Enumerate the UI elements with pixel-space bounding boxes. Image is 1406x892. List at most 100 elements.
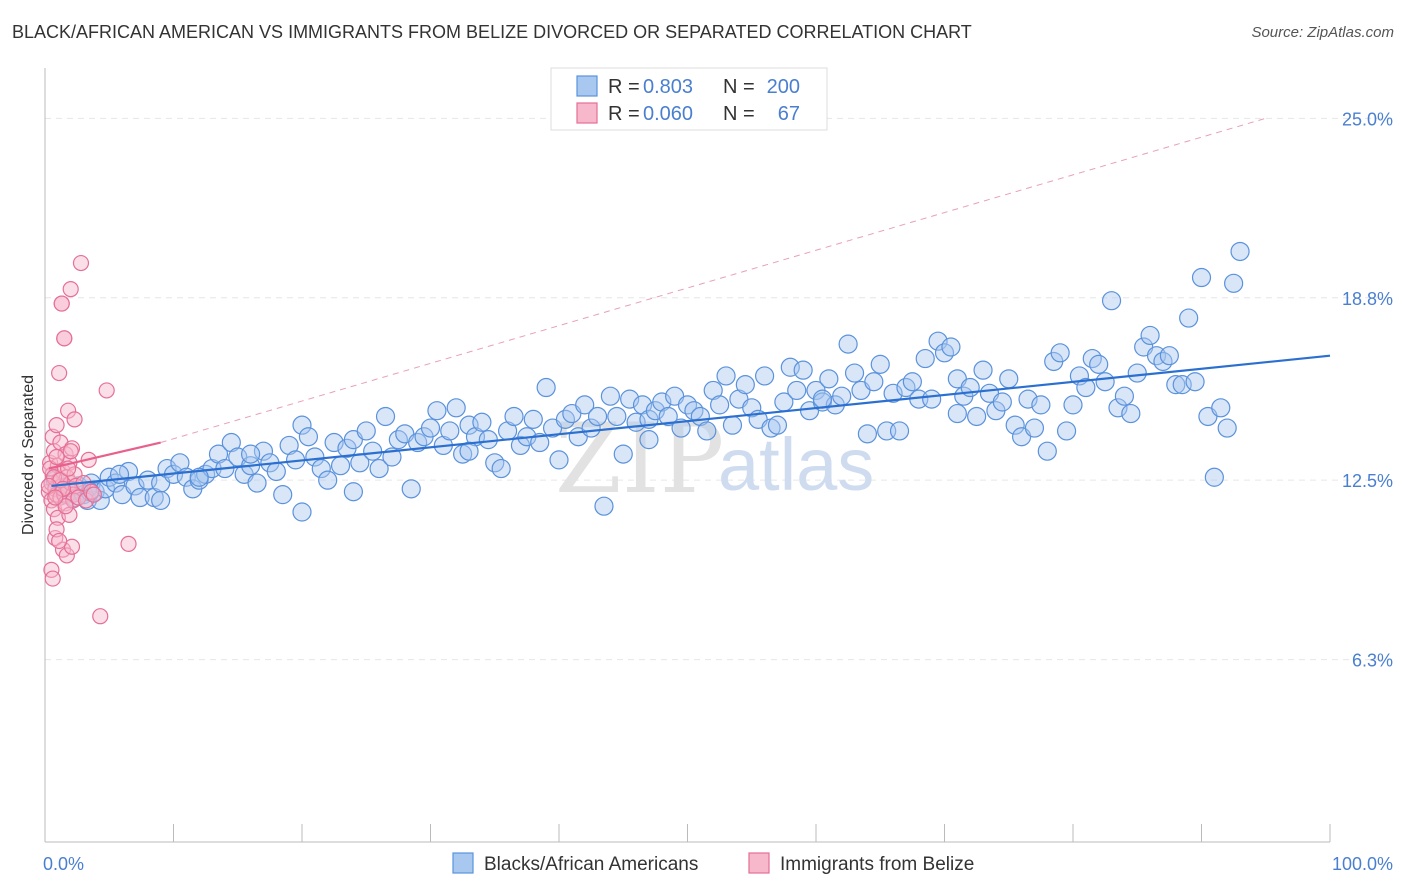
blacks-point xyxy=(330,456,351,476)
blacks-point xyxy=(375,406,396,427)
blacks-point xyxy=(922,389,942,409)
blacks-point xyxy=(356,421,376,441)
blacks-point xyxy=(189,467,209,487)
y-tick-label-3: 25.0% xyxy=(1342,109,1393,129)
blacks-point xyxy=(1140,325,1160,346)
belize-points xyxy=(40,254,137,625)
blacks-point xyxy=(1191,267,1212,288)
blacks-point xyxy=(478,430,498,450)
legend-r-label-2: R = xyxy=(608,103,640,125)
blacks-point xyxy=(1050,343,1070,363)
blacks-point xyxy=(151,490,171,511)
belize-point xyxy=(72,254,90,272)
blacks-point xyxy=(1159,346,1179,366)
y-axis-label: Divorced or Separated xyxy=(20,375,37,535)
blacks-point xyxy=(838,334,858,354)
blacks-point xyxy=(967,406,987,427)
belize-point xyxy=(48,417,65,434)
blacks-point xyxy=(1204,467,1224,487)
belize-point xyxy=(85,486,102,503)
blacks-point xyxy=(812,389,833,409)
blacks-point xyxy=(742,398,762,418)
blacks-point xyxy=(671,418,691,438)
x-tick-label-1: 100.0% xyxy=(1332,854,1393,874)
blacks-point xyxy=(1031,395,1051,415)
axes xyxy=(44,68,1331,843)
blacks-point xyxy=(587,406,608,427)
blacks-point xyxy=(902,372,922,392)
blacks-point xyxy=(1063,395,1083,415)
blacks-point xyxy=(504,406,524,427)
blacks-point xyxy=(1037,441,1057,461)
blacks-point xyxy=(292,502,312,522)
blacks-point xyxy=(870,354,890,374)
blacks-point xyxy=(1114,386,1135,406)
belize-point xyxy=(57,498,74,515)
blacks-point xyxy=(343,482,363,502)
blacks-point xyxy=(247,473,267,493)
blacks-point xyxy=(1127,363,1147,383)
watermark: ZIP atlas xyxy=(555,403,874,515)
legend-n-value-2: 67 xyxy=(778,103,800,125)
blacks-point xyxy=(536,377,556,398)
blacks-point xyxy=(973,360,993,380)
source-label: Source: ZipAtlas.com xyxy=(1251,24,1394,41)
blacks-point xyxy=(1024,418,1045,438)
blacks-point xyxy=(889,421,910,441)
legend-swatch-pink xyxy=(576,102,598,124)
legend-n-value-1: 200 xyxy=(767,76,800,98)
blacks-point xyxy=(305,447,325,467)
blacks-point xyxy=(523,409,543,429)
blacks-point xyxy=(844,363,865,383)
belize-trend-line xyxy=(48,441,161,470)
y-tick-label-2: 18.8% xyxy=(1342,289,1393,309)
belize-trend-dashed xyxy=(160,117,1266,444)
bottom-legend-blacks: Blacks/African Americans xyxy=(484,854,698,875)
belize-point xyxy=(120,535,137,552)
blacks-point xyxy=(1056,421,1077,441)
belize-point xyxy=(58,547,75,564)
blacks-point xyxy=(1089,354,1109,374)
belize-point xyxy=(51,364,68,382)
legend-n-label-1: N = xyxy=(723,76,755,98)
x-tick-labels: 0.0% 100.0% xyxy=(43,854,1393,874)
blacks-point xyxy=(857,424,878,444)
legend-swatch-blue xyxy=(576,75,598,97)
blacks-point xyxy=(793,360,813,380)
blacks-point xyxy=(1230,241,1250,262)
blacks-point xyxy=(401,479,421,499)
belize-point xyxy=(51,532,68,550)
blacks-point xyxy=(941,337,961,357)
blacks-point xyxy=(697,421,717,441)
blacks-point xyxy=(639,430,659,450)
belize-point xyxy=(60,402,77,419)
blacks-point xyxy=(266,461,286,482)
bottom-legend-swatch-blue xyxy=(452,852,474,874)
belize-point xyxy=(92,608,109,625)
belize-point xyxy=(56,330,73,347)
blacks-point xyxy=(318,470,338,490)
blacks-point xyxy=(767,415,788,435)
blacks-point xyxy=(832,386,852,406)
blacks-point xyxy=(722,415,743,435)
legend-n-label-2: N = xyxy=(723,103,755,125)
blacks-point xyxy=(999,369,1019,389)
blacks-point xyxy=(1211,398,1231,418)
blacks-point xyxy=(292,415,312,435)
legend-r-value-2: 0.060 xyxy=(643,103,693,125)
belize-point xyxy=(98,382,115,399)
blacks-point xyxy=(1224,273,1244,293)
blacks-point xyxy=(446,398,466,418)
blacks-point xyxy=(915,348,935,369)
blacks-point xyxy=(311,458,331,479)
blacks-point xyxy=(549,450,569,470)
belize-point xyxy=(62,281,79,298)
blacks-point xyxy=(600,386,621,406)
blacks-point xyxy=(1179,308,1199,328)
y-tick-label-1: 12.5% xyxy=(1342,471,1393,491)
blacks-point xyxy=(1101,291,1122,311)
blacks-point xyxy=(992,392,1012,412)
legend-r-label-1: R = xyxy=(608,76,640,98)
blacks-point xyxy=(947,403,967,424)
